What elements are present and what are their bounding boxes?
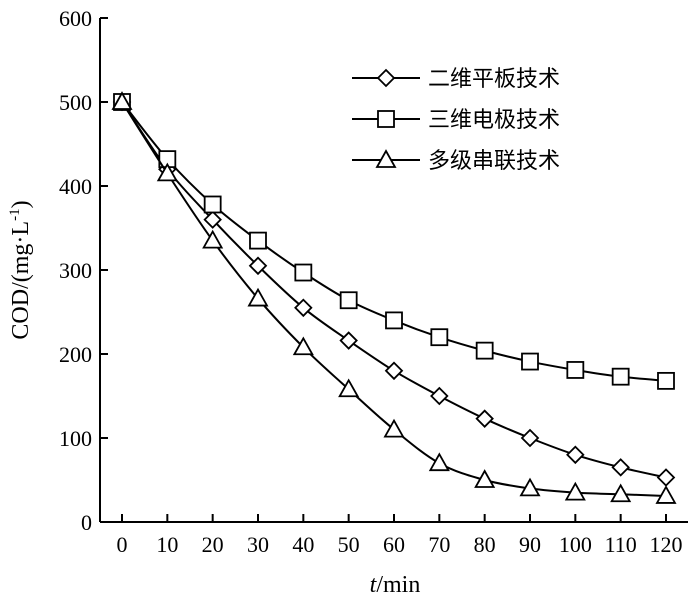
y-tick-label: 600 bbox=[59, 6, 92, 31]
legend-marker-triangle bbox=[375, 149, 397, 168]
data-point-diamond bbox=[611, 458, 630, 477]
data-point-triangle bbox=[474, 469, 496, 488]
data-point-triangle bbox=[156, 162, 178, 182]
x-tick-label: 110 bbox=[605, 532, 637, 557]
data-point-triangle bbox=[610, 483, 632, 503]
data-point-diamond bbox=[203, 210, 222, 229]
x-tick-label: 100 bbox=[559, 532, 592, 557]
data-point-square bbox=[475, 341, 494, 360]
x-tick-label: 70 bbox=[428, 532, 450, 557]
series-layer bbox=[111, 91, 677, 504]
data-point-diamond bbox=[430, 386, 449, 406]
y-tick-label: 400 bbox=[59, 174, 92, 199]
x-tick-label: 60 bbox=[383, 532, 405, 557]
data-point-triangle bbox=[519, 477, 541, 497]
data-point-diamond bbox=[520, 428, 540, 448]
y-tick-label: 300 bbox=[59, 258, 92, 283]
data-point-square bbox=[430, 328, 449, 347]
legend-label: 多级串联技术 bbox=[428, 149, 560, 174]
data-point-square bbox=[385, 311, 403, 330]
y-axis-ticks: 0 100 200 300 400 500 600 bbox=[59, 6, 108, 535]
legend-marker-diamond bbox=[376, 68, 396, 88]
legend-item-diamond: 二维平板技术 bbox=[352, 67, 560, 92]
data-point-triangle bbox=[247, 287, 269, 307]
data-point-square bbox=[521, 352, 539, 371]
data-point-diamond bbox=[248, 256, 268, 276]
y-axis-title: COD/(mg·L-1) bbox=[7, 200, 34, 339]
data-point-triangle bbox=[111, 91, 133, 110]
data-point-square bbox=[203, 195, 222, 214]
axes bbox=[99, 18, 688, 523]
data-point-square bbox=[566, 361, 585, 379]
x-axis-title-italic: t bbox=[370, 572, 378, 598]
legend-item-square: 三维电极技术 bbox=[352, 108, 560, 133]
x-axis-ticks: 0 10 20 30 40 50 60 70 80 90 100 110 120 bbox=[117, 514, 683, 557]
y-axis-title-superscript: -1 bbox=[7, 208, 23, 221]
series-square bbox=[113, 93, 675, 390]
x-tick-label: 10 bbox=[156, 532, 178, 557]
legend-item-triangle: 多级串联技术 bbox=[352, 149, 560, 174]
y-tick-label: 500 bbox=[59, 90, 92, 115]
data-point-triangle bbox=[655, 485, 677, 504]
data-point-triangle bbox=[292, 336, 314, 356]
y-tick-label: 200 bbox=[59, 342, 92, 367]
data-point-diamond bbox=[566, 445, 585, 465]
x-axis-title: t/min bbox=[370, 572, 421, 598]
data-point-square bbox=[657, 371, 675, 390]
x-tick-label: 120 bbox=[650, 532, 683, 557]
legend-label: 三维电极技术 bbox=[428, 108, 560, 133]
data-point-square bbox=[249, 231, 267, 250]
y-tick-label: 100 bbox=[59, 426, 92, 451]
x-tick-label: 90 bbox=[519, 532, 541, 557]
data-point-diamond bbox=[294, 298, 313, 318]
data-point-triangle bbox=[428, 452, 450, 472]
series-triangle bbox=[111, 91, 677, 504]
legend-marker-square bbox=[377, 110, 395, 128]
data-point-square bbox=[339, 291, 358, 310]
data-point-diamond bbox=[475, 409, 494, 428]
data-point-triangle bbox=[564, 481, 586, 501]
x-tick-label: 50 bbox=[338, 532, 360, 557]
x-tick-label: 40 bbox=[292, 532, 314, 557]
data-point-triangle bbox=[383, 418, 405, 438]
legend-label: 二维平板技术 bbox=[428, 67, 560, 92]
data-point-diamond bbox=[339, 331, 358, 350]
data-point-square bbox=[611, 367, 630, 386]
x-tick-label: 20 bbox=[202, 532, 224, 557]
y-axis-title-close: ) bbox=[8, 200, 34, 208]
series-line-square bbox=[121, 101, 667, 382]
data-point-triangle bbox=[202, 229, 224, 249]
data-point-diamond bbox=[656, 468, 676, 487]
x-tick-label: 0 bbox=[117, 532, 128, 557]
y-tick-label: 0 bbox=[81, 510, 92, 535]
x-tick-label: 80 bbox=[474, 532, 496, 557]
data-point-diamond bbox=[384, 361, 404, 381]
x-tick-label: 30 bbox=[247, 532, 269, 557]
data-point-triangle bbox=[338, 378, 360, 398]
data-point-square bbox=[294, 263, 313, 282]
x-axis-title-unit: /min bbox=[376, 572, 420, 598]
y-axis-title-main: COD/(mg·L bbox=[8, 221, 34, 340]
